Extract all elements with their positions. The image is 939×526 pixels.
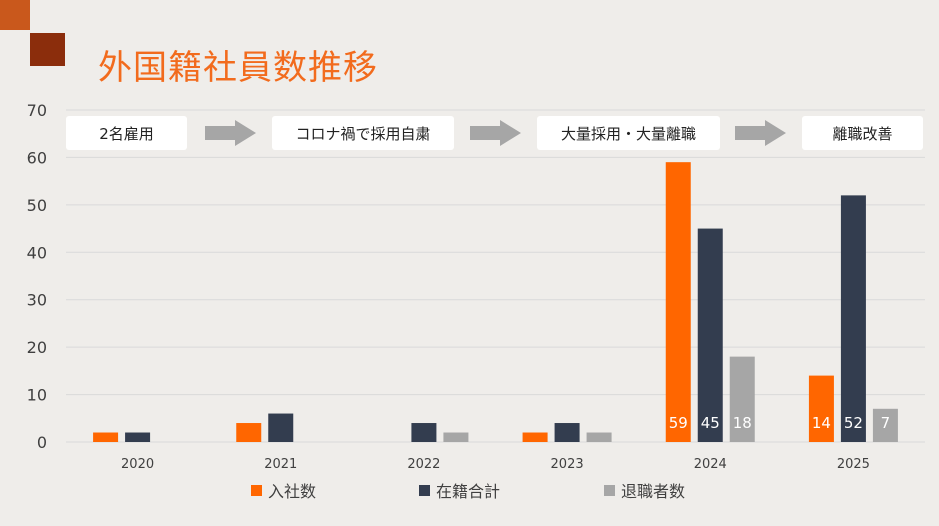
phase-label: 2名雇用 <box>99 125 154 143</box>
bar <box>522 432 548 442</box>
legend-label: 在籍合計 <box>436 482 501 501</box>
bar <box>808 375 834 442</box>
x-tick-label: 2021 <box>264 457 297 472</box>
legend-item: 在籍合計 <box>419 478 500 502</box>
legend-label: 入社数 <box>268 482 317 501</box>
bar <box>872 408 898 442</box>
arrow-icon <box>735 120 786 146</box>
legend-swatch <box>419 484 430 496</box>
x-tick-label: 2023 <box>551 457 584 472</box>
bar <box>586 432 612 442</box>
y-tick-label: 0 <box>37 433 47 452</box>
arrow-icon <box>205 120 256 146</box>
y-tick-label: 40 <box>27 243 47 262</box>
bar <box>411 423 437 442</box>
corner-decoration-brown <box>30 33 65 66</box>
x-tick-label: 2025 <box>837 457 870 472</box>
legend-item: 入社数 <box>251 478 316 502</box>
bar <box>236 423 262 442</box>
bar <box>665 162 691 442</box>
phase-box <box>802 116 923 150</box>
x-tick-label: 2024 <box>694 457 727 472</box>
x-tick-label: 2020 <box>121 457 154 472</box>
y-tick-label: 70 <box>27 101 47 120</box>
data-label: 45 <box>701 414 720 432</box>
bar <box>729 356 755 442</box>
bar <box>554 423 580 442</box>
x-tick-label: 2022 <box>407 457 440 472</box>
phase-box <box>66 116 187 150</box>
arrow-icon <box>470 120 521 146</box>
legend-swatch <box>251 484 262 496</box>
phase-box <box>272 116 454 150</box>
data-label: 18 <box>733 414 752 432</box>
data-label: 7 <box>881 414 891 432</box>
bar <box>697 228 723 442</box>
legend-item: 退職者数 <box>604 478 685 502</box>
phase-box <box>537 116 720 150</box>
y-tick-label: 30 <box>27 291 47 310</box>
legend-swatch <box>604 484 615 496</box>
bar <box>443 432 469 442</box>
data-label: 59 <box>669 414 688 432</box>
legend-label: 退職者数 <box>621 482 686 501</box>
phase-label: 離職改善 <box>832 125 892 143</box>
y-tick-label: 50 <box>27 196 47 215</box>
y-tick-label: 10 <box>27 386 47 405</box>
y-tick-label: 60 <box>27 148 47 167</box>
page-title: 外国籍社員数推移 <box>98 48 378 88</box>
y-tick-label: 20 <box>27 338 47 357</box>
bar <box>268 413 294 442</box>
data-label: 14 <box>812 414 831 432</box>
corner-decoration-orange <box>0 0 30 30</box>
bar <box>840 195 866 442</box>
data-label: 52 <box>844 414 863 432</box>
phase-label: コロナ禍で採用自粛 <box>295 125 430 143</box>
bar <box>93 432 119 442</box>
chart-legend: 入社数 在籍合計 退職者数 <box>0 478 939 501</box>
bar <box>125 432 151 442</box>
phase-label: 大量採用・大量離職 <box>561 125 696 143</box>
